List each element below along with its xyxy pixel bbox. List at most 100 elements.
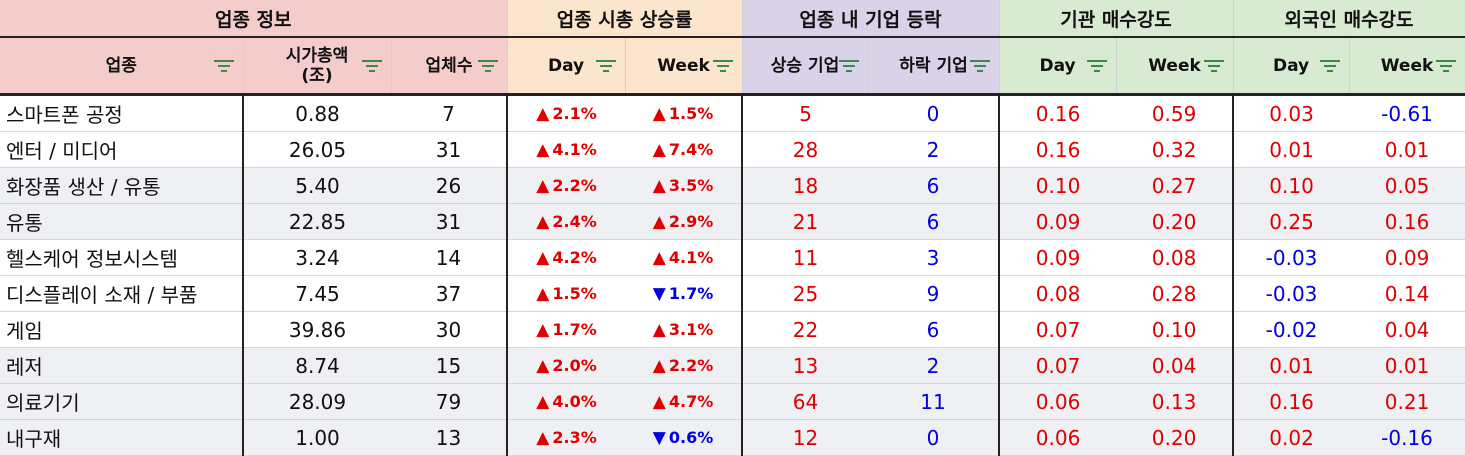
table-row[interactable]: 유통 22.85 31 ▲ 2.4% ▲ 2.9% 21 6 0.09 0.20 0.25 0.16 [0,203,1465,240]
triangle-up-icon: ▲ [536,247,550,268]
percent-value: 2.0% [552,355,597,375]
inst-day-cell: 0.09 [999,203,1117,240]
table-row[interactable]: 스마트폰 공정 0.88 7 ▲ 2.1% ▲ 1.5% 5 0 0.16 0.59 0.03 -0.6… [0,94,1465,132]
table-row[interactable]: 레저 8.74 15 ▲ 2.0% ▲ 2.2% 13 2 0.07 0.04 0.01 0.01 [0,347,1465,384]
falling-count-cell: 0 [868,419,1001,456]
rising-count-cell: 22 [742,311,869,348]
triangle-up-icon: ▲ [652,319,666,340]
company-count-cell: 26 [391,167,509,204]
triangle-up-icon: ▲ [652,139,666,160]
for-week-cell: 0.14 [1349,275,1465,312]
column-label: 상승 기업 [770,55,840,76]
falling-count-cell: 9 [868,275,1001,312]
mcap-day-cell: ▲ 4.0% [507,383,626,420]
inst-week-cell: 0.20 [1116,203,1235,240]
sector-name-cell: 화장품 생산 / 유통 [0,167,244,204]
header-mcap-day: Day [507,37,626,96]
filter-lines-icon[interactable] [1435,58,1457,74]
mcap-week-cell: ▼ 1.7% [625,275,744,312]
percent-value: 0.6% [668,427,714,447]
mcap-day-cell: ▲ 4.1% [507,131,626,168]
column-label: 업체수 [425,55,473,76]
filter-lines-icon[interactable] [595,58,617,74]
triangle-up-icon: ▲ [536,175,550,196]
table-row[interactable]: 내구재 1.00 13 ▲ 2.3% ▼ 0.6% 12 0 0.06 0.20 0.02 -0.16 [0,419,1465,456]
for-day-cell: 0.16 [1233,383,1350,420]
inst-week-cell: 0.59 [1116,94,1235,132]
filter-lines-icon[interactable] [712,58,734,74]
triangle-down-icon: ▼ [652,427,666,448]
inst-day-cell: 0.10 [999,167,1117,204]
percent-value: 1.7% [668,283,714,303]
header-falling-companies: 하락 기업 [868,37,1000,96]
mcap-day-cell: ▲ 1.5% [507,275,626,312]
rising-count-cell: 13 [742,347,869,384]
table-row[interactable]: 엔터 / 미디어 26.05 31 ▲ 4.1% ▲ 7.4% 28 2 0.16 0.32 0.01… [0,131,1465,168]
for-day-cell: 0.02 [1233,419,1350,456]
header-institution-week: Week [1116,37,1234,96]
company-count-cell: 30 [391,311,509,348]
percent-value: 4.7% [668,391,714,411]
triangle-up-icon: ▲ [536,355,550,376]
column-label: Day [547,55,585,76]
mcap-week-cell: ▼ 0.6% [625,419,744,456]
company-count-cell: 15 [391,347,509,384]
filter-lines-icon[interactable] [1319,58,1341,74]
filter-lines-icon[interactable] [969,58,991,74]
triangle-up-icon: ▲ [652,175,666,196]
mcap-day-cell: ▲ 4.2% [507,239,626,276]
market-cap-cell: 3.24 [243,239,391,276]
column-label: Week [1148,55,1201,76]
filter-lines-icon[interactable] [213,58,235,74]
table-row[interactable]: 의료기기 28.09 79 ▲ 4.0% ▲ 4.7% 64 11 0.06 0.13 0.16 0.2… [0,383,1465,420]
inst-week-cell: 0.27 [1116,167,1235,204]
filter-lines-icon[interactable] [1203,58,1225,74]
column-label: 업종 [105,55,137,76]
filter-lines-icon[interactable] [477,58,499,74]
inst-week-cell: 0.28 [1116,275,1235,312]
market-cap-cell: 0.88 [243,94,391,132]
for-day-cell: 0.10 [1233,167,1350,204]
header-company-count: 업체수 [391,37,508,96]
table-row[interactable]: 디스플레이 소재 / 부품 7.45 37 ▲ 1.5% ▼ 1.7% 25 9 0.08 0.28… [0,275,1465,312]
inst-day-cell: 0.07 [999,347,1117,384]
inst-week-cell: 0.10 [1116,311,1235,348]
table-row[interactable]: 게임 39.86 30 ▲ 1.7% ▲ 3.1% 22 6 0.07 0.10 -0.02 0.04 [0,311,1465,348]
column-label: Week [657,55,710,76]
sector-name-cell: 의료기기 [0,383,244,420]
mcap-week-cell: ▲ 4.1% [625,239,744,276]
sector-name-cell: 스마트폰 공정 [0,94,244,132]
for-day-cell: -0.02 [1233,311,1350,348]
inst-day-cell: 0.06 [999,419,1117,456]
falling-count-cell: 2 [868,347,1001,384]
filter-lines-icon[interactable] [1086,58,1108,74]
market-cap-cell: 22.85 [243,203,391,240]
triangle-up-icon: ▲ [536,391,550,412]
percent-value: 4.2% [552,247,597,267]
for-week-cell: 0.01 [1349,131,1465,168]
percent-value: 2.9% [668,211,714,231]
percent-value: 1.5% [552,283,597,303]
company-count-cell: 31 [391,203,509,240]
for-day-cell: -0.03 [1233,239,1350,276]
table-row[interactable]: 헬스케어 정보시스템 3.24 14 ▲ 4.2% ▲ 4.1% 11 3 0.09 0.08 -0.… [0,239,1465,276]
company-count-cell: 79 [391,383,509,420]
header-institution-day: Day [999,37,1117,96]
market-cap-cell: 28.09 [243,383,391,420]
mcap-week-cell: ▲ 4.7% [625,383,744,420]
table-row[interactable]: 화장품 생산 / 유통 5.40 26 ▲ 2.2% ▲ 3.5% 18 6 0.10 0.27 0.… [0,167,1465,204]
for-day-cell: -0.03 [1233,275,1350,312]
sector-name-cell: 엔터 / 미디어 [0,131,244,168]
market-cap-cell: 1.00 [243,419,391,456]
for-week-cell: 0.01 [1349,347,1465,384]
header-market-cap: 시가총액 (조) [243,37,392,96]
filter-lines-icon[interactable] [361,58,383,74]
filter-lines-icon[interactable] [838,58,860,74]
rising-count-cell: 28 [742,131,869,168]
percent-value: 2.2% [668,355,714,375]
triangle-up-icon: ▲ [536,319,550,340]
rising-count-cell: 21 [742,203,869,240]
triangle-up-icon: ▲ [536,139,550,160]
rising-count-cell: 11 [742,239,869,276]
